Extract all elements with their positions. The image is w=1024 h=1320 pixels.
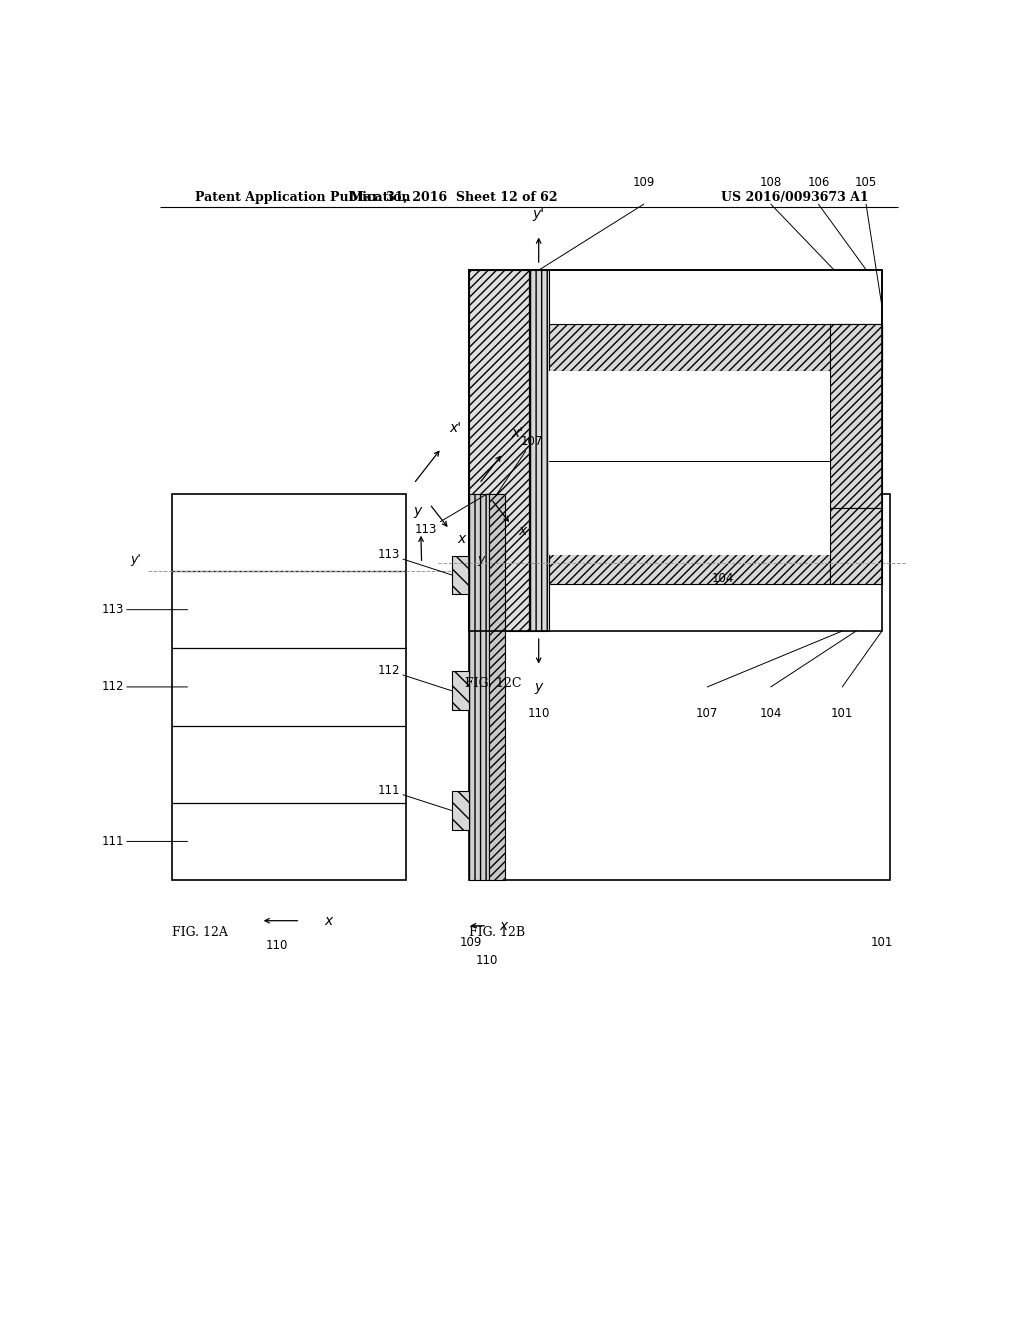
Text: Patent Application Publication: Patent Application Publication xyxy=(196,190,411,203)
Bar xyxy=(549,371,830,462)
Text: 108: 108 xyxy=(760,176,782,189)
Text: 110: 110 xyxy=(476,954,499,968)
Text: 111: 111 xyxy=(101,836,187,847)
Bar xyxy=(549,537,830,585)
Text: x: x xyxy=(499,919,507,933)
Text: x: x xyxy=(519,524,527,539)
Text: x': x' xyxy=(450,421,462,434)
Bar xyxy=(469,271,528,631)
Text: 104: 104 xyxy=(712,573,733,585)
Bar xyxy=(830,508,882,585)
Bar xyxy=(549,325,882,371)
Text: 112: 112 xyxy=(378,664,452,690)
Text: x': x' xyxy=(511,426,523,440)
Text: US 2016/0093673 A1: US 2016/0093673 A1 xyxy=(721,190,868,203)
Bar xyxy=(452,672,469,710)
Text: y': y' xyxy=(131,553,141,566)
Text: x: x xyxy=(458,532,466,546)
Bar xyxy=(172,494,406,880)
Text: y: y xyxy=(535,680,543,694)
Bar xyxy=(489,494,505,880)
Text: 106: 106 xyxy=(807,176,829,189)
Bar xyxy=(549,508,830,556)
Bar xyxy=(452,791,469,830)
Text: 110: 110 xyxy=(266,939,288,952)
Text: x: x xyxy=(325,913,333,928)
Bar xyxy=(452,556,469,594)
Text: 110: 110 xyxy=(527,708,550,721)
Text: 105: 105 xyxy=(855,176,878,189)
Text: FIG. 12A: FIG. 12A xyxy=(172,925,227,939)
Bar xyxy=(469,271,882,631)
Bar xyxy=(528,271,549,631)
Text: 112: 112 xyxy=(101,680,187,693)
Bar xyxy=(830,325,882,508)
Text: 109: 109 xyxy=(460,936,482,949)
Bar xyxy=(469,494,489,880)
Text: 113: 113 xyxy=(415,494,487,536)
Text: FIG. 12B: FIG. 12B xyxy=(469,925,525,939)
Text: Mar. 31, 2016  Sheet 12 of 62: Mar. 31, 2016 Sheet 12 of 62 xyxy=(349,190,557,203)
Text: 111: 111 xyxy=(378,784,452,810)
Text: 101: 101 xyxy=(870,936,893,949)
Bar xyxy=(549,462,829,554)
Text: 104: 104 xyxy=(760,708,782,721)
Text: 113: 113 xyxy=(101,603,187,616)
Text: 107: 107 xyxy=(696,708,719,721)
Text: 107: 107 xyxy=(497,436,543,494)
Text: 101: 101 xyxy=(831,708,853,721)
Bar xyxy=(469,494,890,880)
Text: FIG. 12C: FIG. 12C xyxy=(465,677,522,690)
Text: y: y xyxy=(414,504,422,517)
Bar xyxy=(469,271,882,631)
Text: 109: 109 xyxy=(633,176,655,189)
Bar xyxy=(549,537,830,556)
Text: y': y' xyxy=(532,207,545,222)
Text: 113: 113 xyxy=(378,548,452,576)
Text: y: y xyxy=(477,553,484,566)
Bar xyxy=(549,462,830,508)
